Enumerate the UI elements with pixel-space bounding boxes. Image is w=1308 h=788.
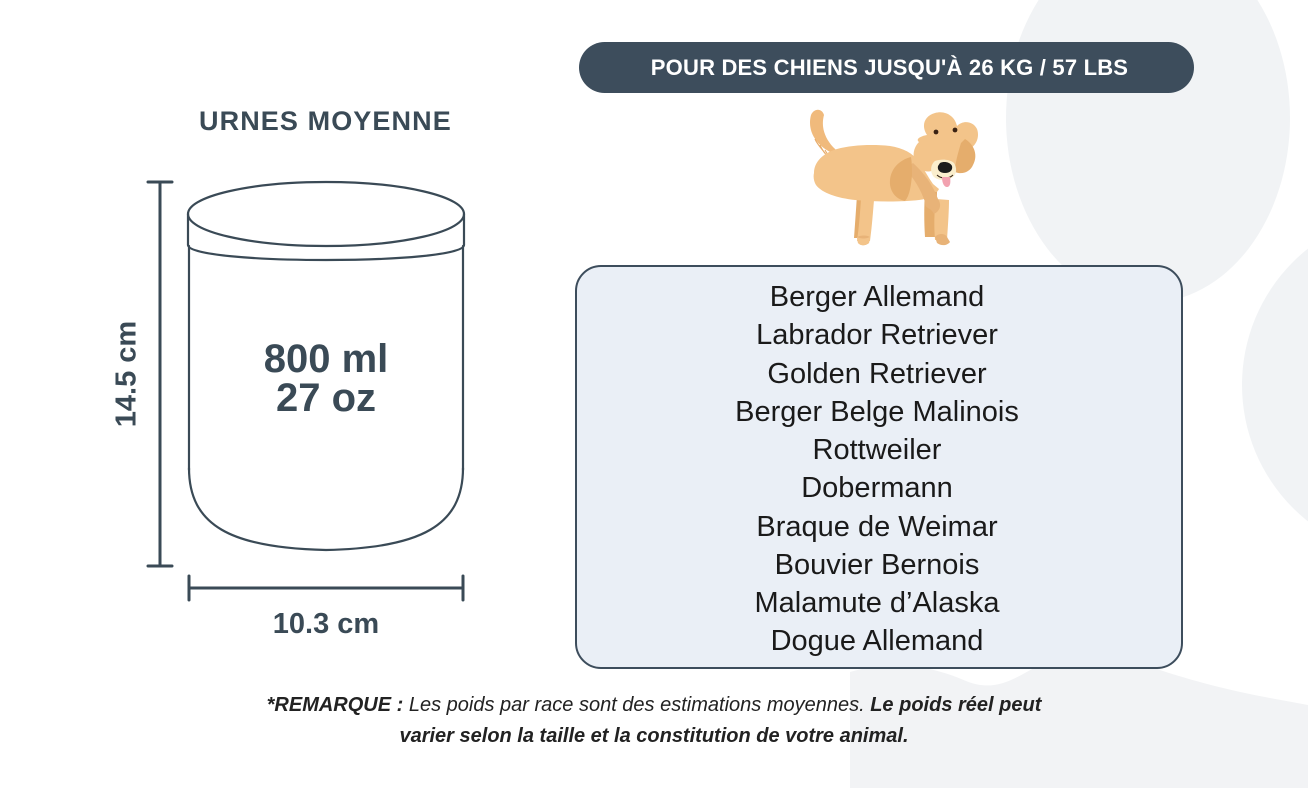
svg-text:14.5 cm: 14.5 cm [111,321,143,427]
svg-text:10.3 cm: 10.3 cm [273,608,379,640]
svg-text:27 oz: 27 oz [276,376,376,420]
svg-text:800 ml: 800 ml [264,337,389,381]
